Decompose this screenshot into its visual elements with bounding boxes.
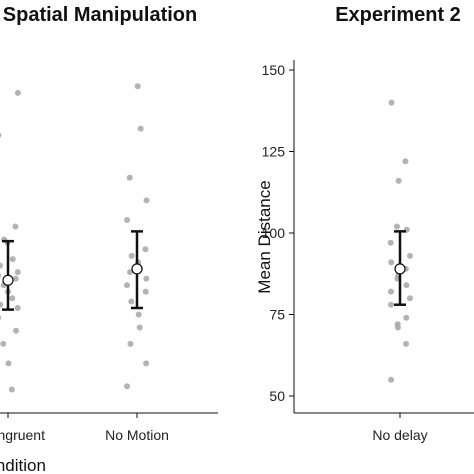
left-data-point	[142, 288, 149, 295]
right-chart-title: Experiment 2	[335, 4, 461, 26]
left-data-point	[0, 262, 3, 269]
left-mean-marker	[131, 263, 143, 275]
left-x-tick-label: No Motion	[105, 427, 169, 443]
right-data-point	[393, 223, 400, 230]
right-data-point	[394, 324, 401, 331]
chart-marks: Incongruent No Motion 50 75 100 125 150 No dela…	[0, 62, 428, 443]
right-data-point	[387, 288, 394, 295]
left-data-point	[126, 174, 133, 181]
right-data-point	[388, 259, 395, 266]
right-data-point	[388, 301, 395, 308]
right-y-tick-label: 75	[269, 307, 285, 323]
left-data-point	[0, 301, 4, 308]
right-y-axis-label: Mean Distance	[255, 180, 274, 293]
left-data-point	[127, 340, 134, 347]
left-data-point	[143, 197, 150, 204]
left-x-axis-label: Condition	[0, 456, 46, 474]
right-data-point	[403, 282, 410, 289]
right-data-point	[395, 177, 402, 184]
left-data-point	[12, 275, 19, 282]
left-data-point	[13, 327, 20, 334]
left-chart-title: Spatial Manipulation	[3, 4, 197, 26]
right-data-point	[406, 295, 413, 302]
left-data-point	[135, 311, 142, 318]
right-data-point	[387, 239, 394, 246]
left-data-point	[5, 360, 12, 367]
left-data-point	[8, 386, 15, 393]
right-data-point	[388, 376, 395, 383]
left-data-point	[124, 216, 131, 223]
right-y-tick-label: 125	[262, 144, 286, 160]
left-data-point	[0, 340, 7, 347]
right-data-point	[388, 99, 395, 106]
left-data-point	[143, 360, 150, 367]
left-data-point	[136, 324, 143, 331]
right-data-point	[406, 252, 413, 259]
left-x-tick-label: Incongruent	[0, 427, 45, 443]
right-data-point	[403, 314, 410, 321]
left-data-point	[12, 223, 19, 230]
right-y-tick-label: 50	[269, 388, 285, 404]
left-data-point	[137, 125, 144, 132]
left-data-point	[0, 272, 2, 278]
right-y-tick-label: 150	[262, 62, 286, 78]
left-data-point	[0, 132, 2, 138]
left-data-point	[142, 246, 149, 253]
right-data-point	[403, 340, 410, 347]
left-data-point	[134, 83, 141, 90]
left-data-point	[9, 295, 16, 302]
right-mean-marker	[394, 263, 406, 275]
left-data-point	[128, 252, 135, 259]
left-data-point	[14, 269, 21, 276]
right-x-tick-label: No delay	[372, 427, 427, 443]
left-data-point	[14, 304, 21, 311]
left-data-point	[128, 298, 135, 305]
left-data-point	[0, 315, 2, 321]
left-data-point	[124, 282, 131, 289]
left-data-point	[127, 269, 134, 276]
left-data-point	[143, 275, 150, 282]
right-y-tick-label: 100	[262, 225, 286, 241]
left-mean-marker	[2, 274, 14, 286]
left-data-point	[9, 256, 16, 263]
left-data-point	[124, 383, 131, 390]
left-data-point	[14, 89, 21, 96]
right-data-point	[402, 158, 409, 165]
